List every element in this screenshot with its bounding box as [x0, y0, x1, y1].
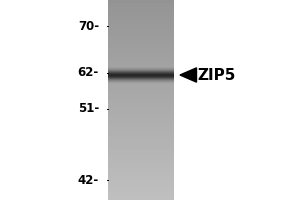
Polygon shape [180, 68, 196, 82]
Text: ZIP5: ZIP5 [197, 68, 236, 82]
Text: 51-: 51- [78, 102, 99, 116]
Text: 42-: 42- [78, 173, 99, 186]
Text: 70-: 70- [78, 20, 99, 32]
Text: 62-: 62- [78, 66, 99, 79]
